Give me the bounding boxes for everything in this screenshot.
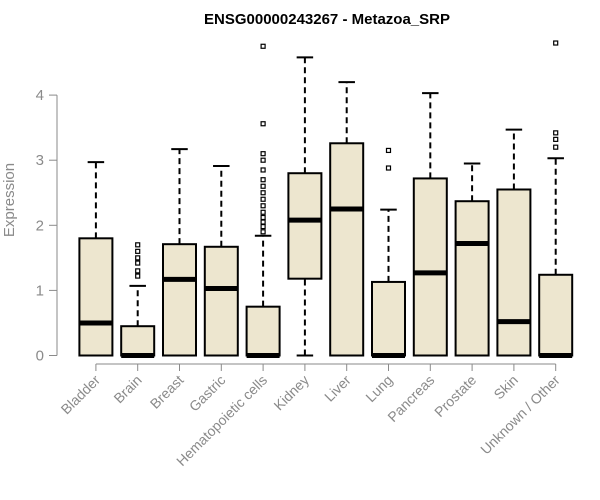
x-tick-label: Lung: [362, 372, 395, 405]
box: [78, 237, 114, 357]
y-axis-label: Expression: [1, 163, 18, 237]
y-tick-label: 3: [36, 152, 44, 169]
outlier-point: [260, 224, 266, 230]
outlier-point: [260, 203, 266, 209]
box-group: [245, 43, 281, 358]
outlier-point: [553, 130, 559, 136]
outlier-point: [260, 229, 266, 235]
box-group: [329, 81, 365, 357]
outlier-point: [260, 177, 266, 183]
box: [287, 172, 323, 280]
outlier-point: [135, 268, 141, 274]
outlier-point: [135, 242, 141, 248]
box-group: [538, 40, 574, 358]
outlier-point: [553, 136, 559, 142]
x-tick-label: Liver: [321, 372, 354, 405]
outlier-point: [260, 196, 266, 202]
y-tick-label: 2: [36, 217, 44, 234]
outlier-point: [260, 219, 266, 225]
outlier-point: [260, 43, 266, 49]
box-group: [454, 162, 490, 357]
box: [245, 305, 281, 357]
outlier-point: [135, 273, 141, 279]
chart-title: ENSG00000243267 - Metazoa_SRP: [204, 11, 450, 28]
outlier-point: [135, 260, 141, 266]
outlier-point: [135, 255, 141, 261]
box-group: [371, 147, 406, 358]
box: [371, 280, 406, 357]
box-group: [78, 161, 114, 357]
outlier-point: [260, 209, 266, 215]
outlier-point: [260, 151, 266, 157]
outlier-point: [260, 167, 266, 173]
outlier-point: [260, 157, 266, 163]
box-group: [120, 242, 156, 358]
x-tick-label: Breast: [147, 372, 187, 412]
outlier-point: [260, 121, 266, 127]
box: [412, 177, 448, 357]
box: [329, 142, 365, 357]
x-tick-label: Prostate: [431, 372, 479, 420]
outlier-point: [260, 183, 266, 189]
boxes: [78, 40, 574, 358]
x-tick-label: Bladder: [58, 372, 104, 418]
box: [454, 200, 490, 357]
box-group: [203, 165, 239, 357]
y-tick-label: 0: [36, 348, 44, 365]
x-tick-label: Skin: [490, 372, 521, 403]
outlier-point: [135, 248, 141, 254]
box: [162, 243, 197, 357]
outlier-point: [553, 144, 559, 150]
box: [120, 325, 156, 357]
y-axis: 0 1 2 3 4: [36, 87, 58, 365]
x-tick-label: Brain: [110, 372, 144, 406]
box-group: [412, 92, 448, 357]
x-tick-label: Kidney: [270, 372, 312, 414]
box-group: [496, 128, 532, 357]
outlier-point: [385, 147, 392, 154]
box-group: [287, 56, 323, 357]
box: [496, 188, 532, 357]
box: [203, 245, 239, 357]
box: [538, 273, 574, 357]
outlier-point: [553, 40, 559, 46]
outlier-point: [260, 190, 266, 196]
outlier-point: [260, 214, 266, 221]
y-tick-label: 4: [36, 87, 44, 104]
x-tick-label: Unknown / Other: [477, 372, 563, 458]
y-tick-label: 1: [36, 282, 44, 299]
box-group: [162, 148, 197, 357]
outlier-point: [385, 165, 392, 171]
